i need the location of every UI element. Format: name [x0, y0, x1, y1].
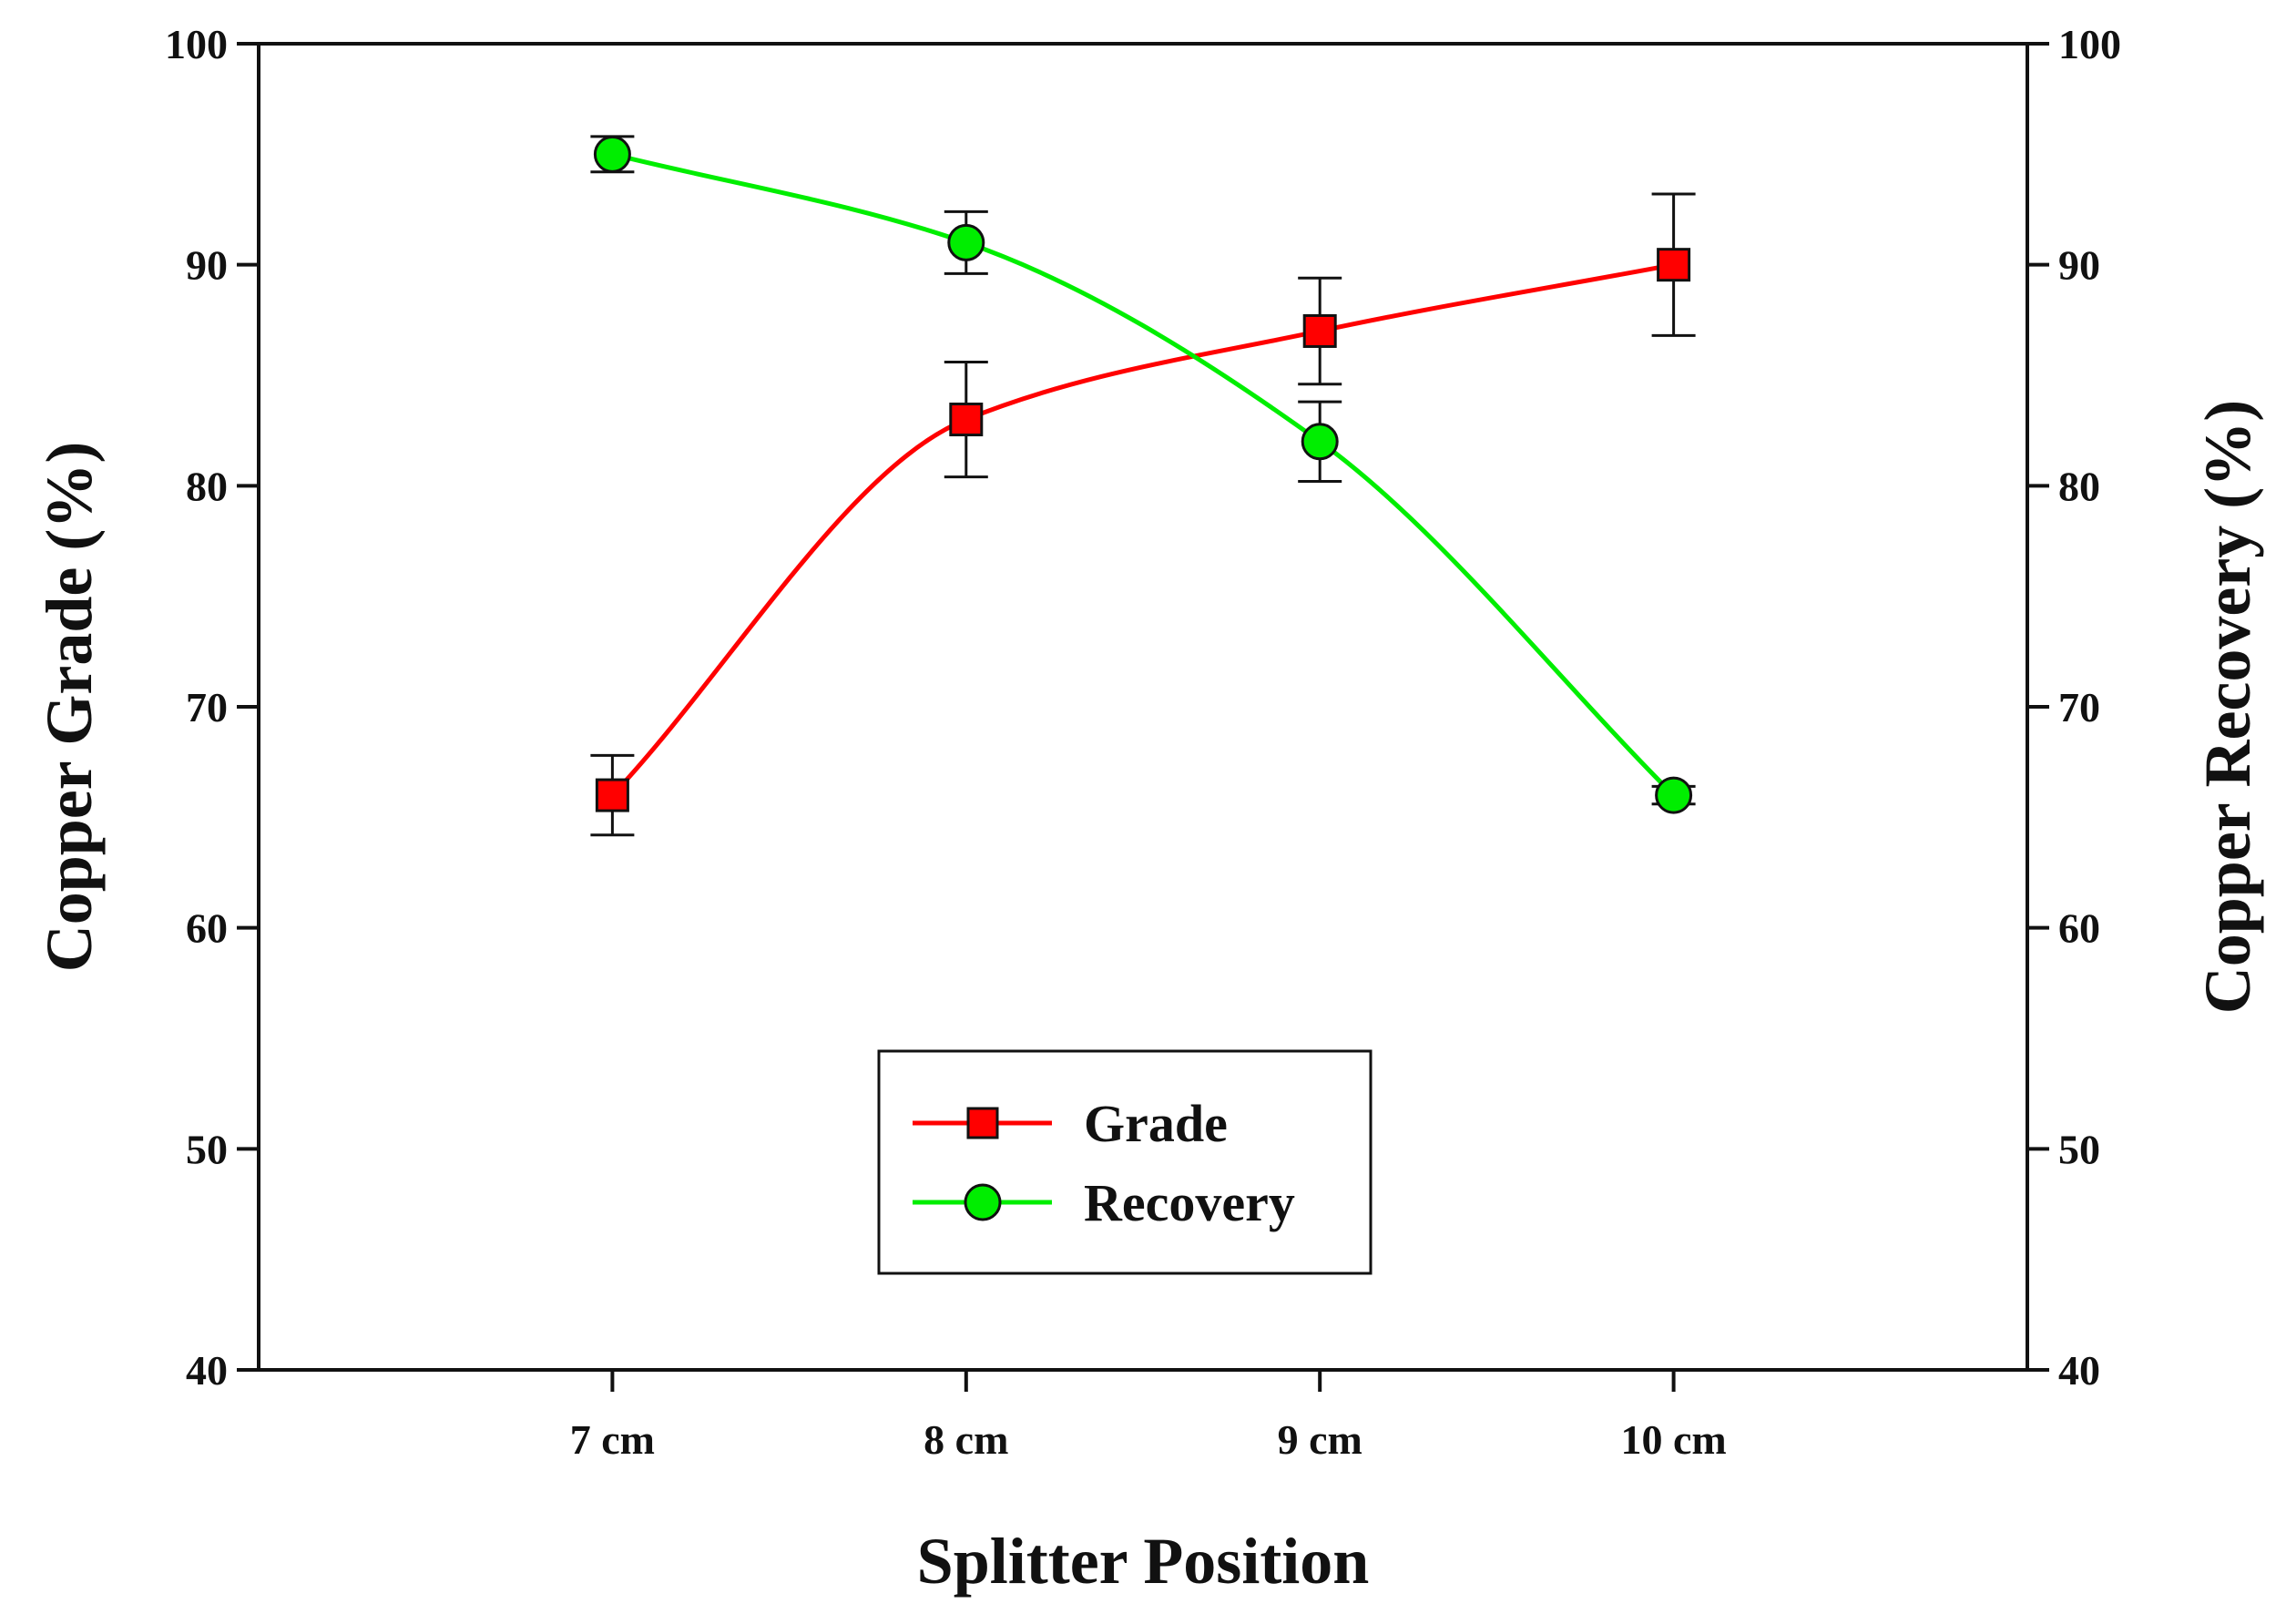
point-recovery-2 [1301, 423, 1339, 461]
legend: Grade Recovery [877, 1049, 1373, 1275]
y-tick-label-right-0: 40 [2058, 1347, 2100, 1394]
y-tick-label-right-5: 90 [2058, 242, 2100, 289]
point-grade-1 [949, 403, 984, 437]
legend-marker-recovery [964, 1183, 1002, 1221]
legend-box [877, 1049, 1373, 1275]
point-recovery-1 [947, 223, 985, 261]
axis-ticks [237, 42, 2049, 1392]
y-tick-label-left-0: 40 [186, 1347, 228, 1394]
y-tick-label-left-1: 50 [186, 1126, 228, 1172]
error-bars [590, 135, 1696, 837]
series-lines [610, 151, 1676, 797]
point-grade-3 [1657, 248, 1691, 282]
y-tick-label-right-6: 100 [2058, 21, 2121, 67]
legend-label-recovery: Recovery [1084, 1173, 1295, 1232]
x-tick-label-2: 9 cm [1278, 1416, 1362, 1463]
data-markers [593, 135, 1693, 814]
x-axis-title: Splitter Position [917, 1525, 1370, 1598]
legend-marker-grade [966, 1107, 999, 1139]
y-tick-label-right-3: 70 [2058, 684, 2100, 730]
y-axis-title-left: Copper Grade (%) [33, 442, 106, 973]
series-line-grade [610, 262, 1675, 797]
x-tick-label-3: 10 cm [1620, 1416, 1726, 1463]
series-line-recovery [611, 151, 1676, 797]
y-tick-label-left-6: 100 [165, 21, 228, 67]
point-recovery-3 [1655, 776, 1693, 814]
x-tick-label-0: 7 cm [570, 1416, 655, 1463]
y-tick-label-left-2: 60 [186, 905, 228, 952]
y-axis-title-right: Copper Recovery (%) [2191, 400, 2264, 1014]
y-tick-label-left-5: 90 [186, 242, 228, 289]
point-grade-2 [1302, 313, 1337, 348]
tick-labels: 40 50 60 70 80 90 100 40 50 60 70 80 90 100 7 cm 8 cm 9 … [165, 21, 2121, 1463]
y-tick-label-right-4: 80 [2058, 463, 2100, 509]
y-tick-label-left-3: 70 [186, 684, 228, 730]
y-tick-label-right-1: 50 [2058, 1126, 2100, 1172]
legend-label-grade: Grade [1084, 1094, 1228, 1153]
y-tick-label-right-2: 60 [2058, 905, 2100, 952]
x-tick-label-1: 8 cm [924, 1416, 1008, 1463]
point-grade-0 [595, 778, 629, 812]
y-tick-label-left-4: 80 [186, 463, 228, 509]
point-recovery-0 [593, 135, 631, 173]
